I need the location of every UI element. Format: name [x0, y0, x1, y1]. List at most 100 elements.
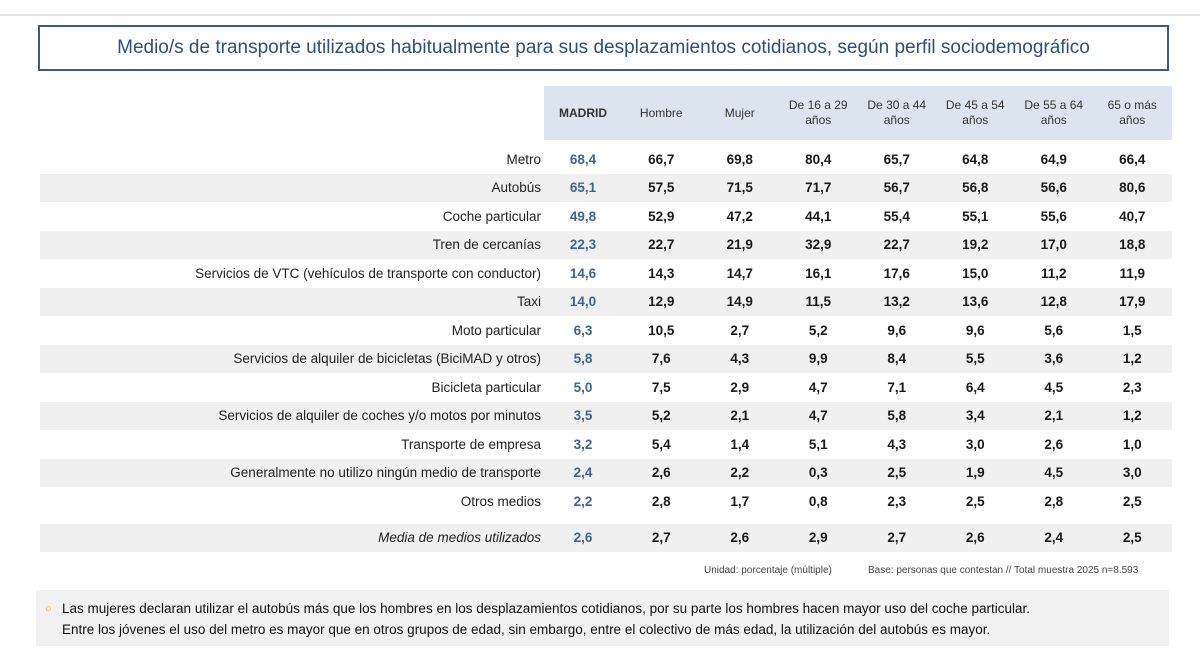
- top-divider: [0, 14, 1200, 16]
- cell-value: 7,1: [887, 379, 907, 395]
- column-header-madrid: MADRID: [544, 86, 622, 140]
- cell-value: 0,3: [779, 458, 858, 487]
- cell-value: 66,4: [1119, 151, 1146, 167]
- column-header-65-plus: 65 o más años: [1093, 86, 1172, 140]
- row-label: Transporte de empresa: [401, 436, 541, 452]
- table-row: Otros medios 2,2 2,8 1,7 0,8 2,3 2,5 2,8 2,5: [40, 487, 1172, 516]
- cell-value: 4,5: [1014, 458, 1093, 487]
- column-header-hombre: Hombre: [622, 86, 701, 140]
- madrid-value: 5,0: [573, 379, 593, 395]
- cell-value: 2,6: [700, 523, 779, 552]
- mean-row: Media de medios utilizados 2,6 2,7 2,6 2,9 2,…: [40, 523, 1172, 552]
- cell-value: 2,5: [1093, 523, 1172, 552]
- cell-value: 71,5: [700, 173, 779, 202]
- cell-value: 13,6: [936, 287, 1015, 316]
- table-row: Transporte de empresa 3,2 5,4 1,4 5,1 4,3 3,0 2…: [40, 430, 1172, 459]
- cell-value: 22,7: [622, 230, 701, 259]
- mean-row-label: Media de medios utilizados: [40, 523, 544, 552]
- row-label: Servicios de VTC (vehículos de transport…: [195, 265, 541, 281]
- summary-box: ○ Las mujeres declaran utilizar el autob…: [36, 590, 1169, 646]
- cell-value: 2,9: [730, 379, 750, 395]
- cell-value: 15,0: [962, 265, 989, 281]
- madrid-value: 68,4: [569, 151, 597, 167]
- cell-value: 2,3: [887, 493, 907, 509]
- column-header-line1: Mujer: [724, 105, 755, 120]
- cell-value: 4,7: [808, 379, 828, 395]
- madrid-value: 2,2: [573, 493, 593, 509]
- cell-value: 2,7: [622, 523, 701, 552]
- madrid-value: 49,8: [569, 208, 597, 224]
- table-row: Generalmente no utilizo ningún medio de …: [40, 458, 1172, 487]
- column-header-line2: años: [883, 113, 910, 127]
- row-label: Tren de cercanías: [40, 230, 544, 259]
- row-label: Servicios de alquiler de bicicletas (Bic…: [40, 344, 544, 373]
- table-row: Servicios de alquiler de coches y/o moto…: [40, 401, 1172, 430]
- cell-value: 1,9: [936, 458, 1015, 487]
- madrid-value: 6,3: [573, 322, 593, 338]
- column-header-16-29: De 16 a 29 años: [779, 86, 858, 140]
- row-label: Metro: [506, 151, 541, 167]
- table-row: Tren de cercanías 22,3 22,7 21,9 32,9 22,7 19,…: [40, 230, 1172, 259]
- cell-value: 18,8: [1093, 230, 1172, 259]
- cell-value: 2,7: [730, 322, 750, 338]
- column-header-line2: años: [1119, 113, 1146, 127]
- cell-value: 9,6: [887, 322, 907, 338]
- cell-value: 21,9: [700, 230, 779, 259]
- column-header-line2: años: [805, 113, 832, 127]
- madrid-value: 3,5: [544, 401, 622, 430]
- cell-value: 5,2: [808, 322, 828, 338]
- footnote-base: Base: personas que contestan // Total mu…: [868, 565, 1139, 576]
- bullet-icon: ○: [45, 603, 52, 615]
- cell-value: 1,0: [1122, 436, 1142, 452]
- cell-value: 5,1: [808, 436, 828, 452]
- cell-value: 2,1: [700, 401, 779, 430]
- table-row: Servicios de alquiler de bicicletas (Bic…: [40, 344, 1172, 373]
- cell-value: 13,2: [857, 287, 936, 316]
- header-row: MADRID Hombre Mujer De 16 a 29 años De 3…: [40, 86, 1172, 140]
- cell-value: 7,6: [622, 344, 701, 373]
- madrid-value: 5,8: [544, 344, 622, 373]
- cell-value: 2,8: [651, 493, 671, 509]
- row-label: Autobús: [40, 173, 544, 202]
- cell-value: 11,5: [779, 287, 858, 316]
- cell-value: 2,6: [936, 523, 1015, 552]
- cell-value: 9,9: [779, 344, 858, 373]
- madrid-value: 14,6: [569, 265, 597, 281]
- madrid-value: 14,0: [544, 287, 622, 316]
- column-header-line1: MADRID: [559, 105, 607, 120]
- cell-value: 44,1: [805, 208, 832, 224]
- cell-value: 32,9: [779, 230, 858, 259]
- cell-value: 10,5: [648, 322, 675, 338]
- cell-value: 2,8: [1044, 493, 1064, 509]
- cell-value: 6,4: [965, 379, 985, 395]
- cell-value: 2,9: [779, 523, 858, 552]
- column-header-line1: De 45 a 54: [945, 98, 1005, 112]
- cell-value: 55,6: [1040, 208, 1067, 224]
- cell-value: 19,2: [936, 230, 1015, 259]
- cell-value: 2,6: [622, 458, 701, 487]
- cell-value: 5,8: [857, 401, 936, 430]
- cell-value: 17,0: [1014, 230, 1093, 259]
- column-header-line1: Hombre: [639, 105, 683, 120]
- cell-value: 17,6: [883, 265, 910, 281]
- column-header-line1: De 16 a 29: [788, 98, 848, 112]
- cell-value: 0,8: [808, 493, 828, 509]
- cell-value: 2,5: [857, 458, 936, 487]
- cell-value: 2,2: [700, 458, 779, 487]
- table-body: Metro 68,4 66,7 69,8 80,4 65,7 64,8 64,9 66,4 Aut…: [40, 140, 1172, 552]
- cell-value: 52,9: [648, 208, 675, 224]
- cell-value: 1,5: [1122, 322, 1142, 338]
- column-header-line2: años: [962, 113, 989, 127]
- cell-value: 80,4: [805, 151, 832, 167]
- cell-value: 1,2: [1093, 401, 1172, 430]
- cell-value: 69,8: [726, 151, 753, 167]
- madrid-value: 2,6: [544, 523, 622, 552]
- cell-value: 2,5: [965, 493, 985, 509]
- cell-value: 5,5: [936, 344, 1015, 373]
- cell-value: 2,7: [857, 523, 936, 552]
- column-header-45-54: De 45 a 54 años: [936, 86, 1015, 140]
- cell-value: 5,4: [651, 436, 671, 452]
- summary-line: Las mujeres declaran utilizar el autobús…: [62, 601, 1031, 616]
- cell-value: 3,0: [965, 436, 985, 452]
- cell-value: 1,2: [1093, 344, 1172, 373]
